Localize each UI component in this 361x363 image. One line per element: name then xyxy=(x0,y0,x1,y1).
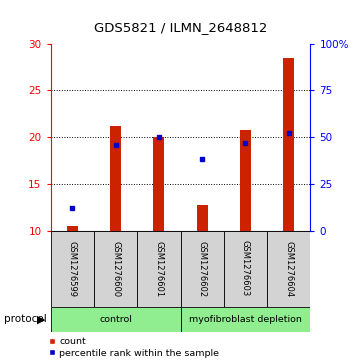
Bar xyxy=(137,231,180,307)
Text: GSM1276604: GSM1276604 xyxy=(284,241,293,297)
Bar xyxy=(94,231,137,307)
Legend: count, percentile rank within the sample: count, percentile rank within the sample xyxy=(48,337,219,358)
Bar xyxy=(51,231,94,307)
Text: GSM1276603: GSM1276603 xyxy=(241,241,250,297)
Bar xyxy=(197,205,208,231)
Text: GDS5821 / ILMN_2648812: GDS5821 / ILMN_2648812 xyxy=(94,21,267,34)
Text: GSM1276601: GSM1276601 xyxy=(155,241,163,297)
Bar xyxy=(240,130,251,231)
Text: ▶: ▶ xyxy=(37,314,46,325)
Bar xyxy=(180,231,224,307)
Text: GSM1276599: GSM1276599 xyxy=(68,241,77,297)
Bar xyxy=(180,307,310,332)
Bar xyxy=(267,231,310,307)
Text: protocol: protocol xyxy=(4,314,46,325)
Text: GSM1276602: GSM1276602 xyxy=(198,241,206,297)
Text: myofibroblast depletion: myofibroblast depletion xyxy=(189,315,302,324)
Bar xyxy=(224,231,267,307)
Bar xyxy=(283,58,294,231)
Bar xyxy=(51,307,180,332)
Bar xyxy=(67,226,78,231)
Text: control: control xyxy=(99,315,132,324)
Text: GSM1276600: GSM1276600 xyxy=(111,241,120,297)
Bar xyxy=(110,126,121,231)
Bar xyxy=(153,137,164,231)
